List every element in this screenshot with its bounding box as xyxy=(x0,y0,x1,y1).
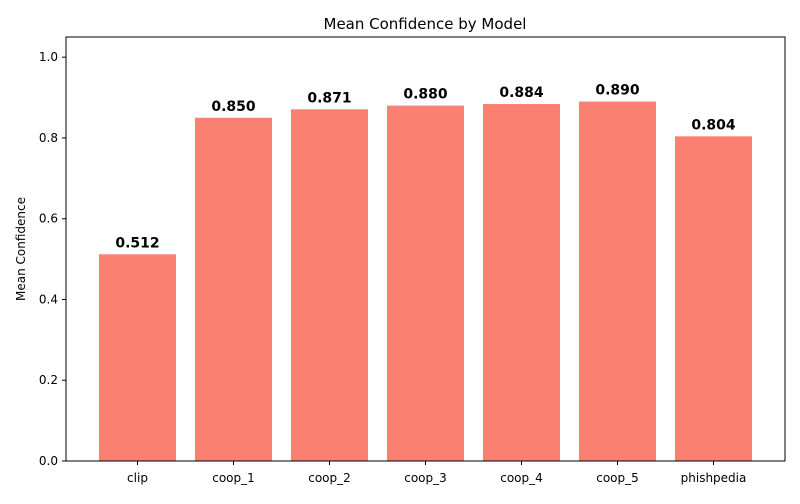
bar-clip xyxy=(99,254,176,461)
bar-coop_5 xyxy=(579,101,656,462)
x-tick-label: clip xyxy=(127,471,148,485)
y-tick-label: 0.2 xyxy=(39,373,58,387)
bar-coop_2 xyxy=(291,109,368,461)
x-tick-label: coop_5 xyxy=(596,471,639,485)
x-tick-label: coop_1 xyxy=(212,471,255,485)
y-tick-label: 0.0 xyxy=(39,454,58,468)
bar-value-label: 0.884 xyxy=(499,85,544,101)
x-tick-label: phishpedia xyxy=(681,471,747,485)
bar-value-label: 0.871 xyxy=(307,90,351,106)
bar-value-label: 0.880 xyxy=(403,87,448,103)
plot-frame xyxy=(65,36,786,462)
y-axis-ticks: 0.0 0.2 0.4 0.6 0.8 1.0 xyxy=(39,50,66,468)
bar-value-label: 0.512 xyxy=(115,235,159,251)
y-tick-label: 0.6 xyxy=(39,212,58,226)
bar-phishpedia xyxy=(675,136,752,461)
bars-group xyxy=(99,101,752,462)
y-tick-label: 1.0 xyxy=(39,50,58,64)
bar-value-label: 0.890 xyxy=(595,83,640,99)
bar-coop_4 xyxy=(483,104,560,461)
x-tick-label: coop_2 xyxy=(308,471,351,485)
y-tick-label: 0.8 xyxy=(39,131,58,145)
x-axis-ticks: clip coop_1 coop_2 coop_3 coop_4 coop_5 phishp… xyxy=(127,461,746,485)
bar-value-label: 0.850 xyxy=(211,99,256,115)
bar-coop_3 xyxy=(387,105,464,462)
bar-value-label: 0.804 xyxy=(691,117,736,133)
x-tick-label: coop_3 xyxy=(404,471,447,485)
value-labels-group: 0.512 0.850 0.871 0.880 0.884 0.890 0.804 xyxy=(115,83,736,252)
y-tick-label: 0.4 xyxy=(39,292,58,306)
x-tick-label: coop_4 xyxy=(500,471,543,485)
y-axis-label: Mean Confidence xyxy=(14,197,28,301)
chart-title: Mean Confidence by Model xyxy=(324,15,527,33)
bar-coop_1 xyxy=(195,117,272,461)
